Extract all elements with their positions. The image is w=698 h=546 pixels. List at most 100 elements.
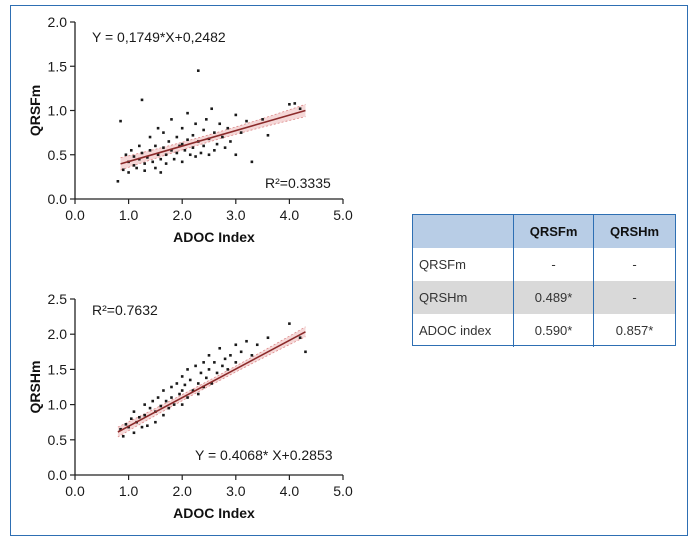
data-point xyxy=(215,371,219,375)
data-point xyxy=(140,151,144,155)
data-point xyxy=(143,413,146,417)
data-point xyxy=(180,160,184,164)
data-point xyxy=(140,425,144,429)
data-point xyxy=(159,404,163,408)
data-point xyxy=(127,171,130,174)
table-row-label: QRSHm xyxy=(419,290,468,305)
data-point xyxy=(175,151,179,155)
y-tick-label: 0.0 xyxy=(48,467,68,483)
y-tick-label: 0.0 xyxy=(48,191,68,207)
data-point xyxy=(186,111,189,115)
y-tick-label: 1.5 xyxy=(48,361,68,377)
data-point xyxy=(154,166,157,170)
data-point xyxy=(175,135,179,139)
data-point xyxy=(205,118,208,121)
data-point xyxy=(304,350,307,354)
data-point xyxy=(226,368,230,371)
data-point xyxy=(213,361,216,364)
data-point xyxy=(194,155,197,158)
data-point xyxy=(151,160,155,164)
data-point xyxy=(162,389,165,392)
x-tick-label: 1.0 xyxy=(119,207,139,223)
data-point xyxy=(180,142,184,146)
data-point xyxy=(132,410,136,413)
data-point xyxy=(194,122,197,126)
x-tick-label: 0.0 xyxy=(65,483,85,499)
confidence-upper-line xyxy=(120,103,306,159)
table-header-cell xyxy=(413,215,514,248)
confidence-lower-line xyxy=(120,116,306,171)
chart-qrsfm-vs-adoc: 0.0 1.0 2.0 3.0 4.0 5.0 0.0 0.5 1.0 1.5 2.0 ADOC In… xyxy=(27,14,353,245)
data-point xyxy=(178,392,181,396)
x-axis-title: ADOC Index xyxy=(173,229,255,245)
data-point xyxy=(221,135,224,139)
data-point xyxy=(132,164,136,167)
x-tick-label: 2.0 xyxy=(172,207,192,223)
data-point xyxy=(138,144,141,148)
data-point xyxy=(121,434,125,438)
data-point xyxy=(215,142,219,146)
data-point xyxy=(140,98,144,102)
data-point xyxy=(188,378,192,382)
data-point xyxy=(162,146,165,149)
y-axis-title: QRSFm xyxy=(27,85,43,136)
data-point xyxy=(180,375,184,378)
data-point xyxy=(250,160,254,164)
data-point xyxy=(199,151,203,155)
data-point xyxy=(239,350,243,354)
data-point xyxy=(121,168,125,172)
data-point xyxy=(180,403,184,406)
data-point xyxy=(188,153,192,157)
confidence-upper-line xyxy=(117,326,306,428)
data-point xyxy=(186,396,189,399)
data-point xyxy=(143,403,146,406)
table-row: QRSFm - - xyxy=(413,248,675,281)
data-point xyxy=(162,413,165,417)
data-point xyxy=(196,392,200,396)
data-point xyxy=(146,424,149,428)
data-point xyxy=(119,427,122,431)
x-tick-label: 4.0 xyxy=(280,207,300,223)
table-header-row: QRSFm QRSHm xyxy=(413,215,675,248)
data-point xyxy=(207,153,211,157)
data-point xyxy=(154,144,157,148)
data-point xyxy=(234,113,238,117)
y-tick-label: 2.5 xyxy=(48,291,68,307)
data-point xyxy=(156,153,160,157)
data-point xyxy=(148,149,152,152)
data-point xyxy=(223,357,227,361)
y-tick-label: 0.5 xyxy=(48,432,68,448)
data-point xyxy=(170,149,173,152)
data-point xyxy=(186,138,189,142)
data-point xyxy=(250,354,254,357)
data-point xyxy=(129,149,133,152)
data-point xyxy=(210,382,213,385)
table-header-cell: QRSHm xyxy=(593,215,675,248)
data-point xyxy=(202,361,205,364)
data-point xyxy=(148,135,152,139)
x-tick-label: 3.0 xyxy=(226,207,246,223)
data-point xyxy=(180,126,184,130)
data-point xyxy=(156,396,160,399)
table-cell: 0.590* xyxy=(512,314,594,347)
x-axis-title: ADOC Index xyxy=(173,505,255,521)
data-point xyxy=(156,126,160,130)
y-tick-label: 0.5 xyxy=(48,147,68,163)
regression-equation: Y = 0.4068* X+0.2853 xyxy=(195,447,333,463)
data-point xyxy=(226,126,230,130)
data-point xyxy=(124,423,128,426)
regression-equation: Y = 0,1749*X+0,2482 xyxy=(92,29,226,45)
data-point xyxy=(183,383,187,387)
data-point xyxy=(221,364,224,368)
data-point xyxy=(205,376,208,380)
data-point xyxy=(234,343,238,347)
data-point xyxy=(191,389,195,392)
y-tick-label: 1.0 xyxy=(48,397,68,413)
table-cell: - xyxy=(512,248,594,281)
data-point xyxy=(170,118,173,121)
table-row: QRSHm 0.489* - xyxy=(413,281,675,314)
data-point xyxy=(162,131,165,134)
data-point xyxy=(164,153,168,157)
data-point xyxy=(210,107,213,111)
regression-line xyxy=(120,109,306,165)
